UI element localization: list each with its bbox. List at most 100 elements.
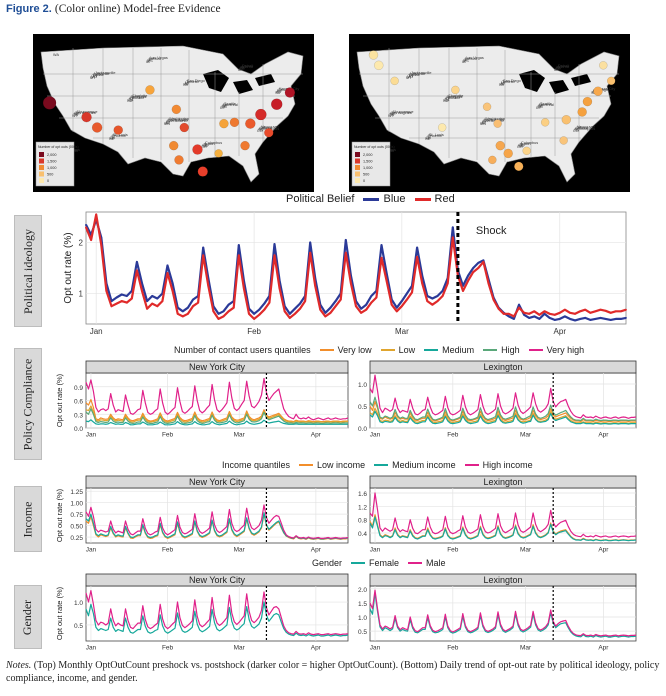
map-place-label: Mexico	[149, 57, 161, 61]
city-opt-out-marker	[540, 118, 550, 127]
x-tick-label: Apr	[554, 327, 567, 336]
map-place-label: UT	[536, 106, 542, 110]
series-point	[288, 316, 291, 319]
legend-item-label: Medium income	[392, 460, 456, 470]
x-tick-label: Jan	[86, 645, 97, 652]
x-tick-label: Feb	[447, 645, 459, 652]
series-point	[451, 226, 454, 229]
series-point	[614, 318, 617, 320]
chart-gender-nyc: New York City 0.5 1.0 Jan Feb Mar Apr Opt out r…	[55, 573, 349, 652]
series-point	[487, 282, 490, 285]
legend-swatch	[483, 349, 498, 351]
map-place-label: MN	[164, 122, 170, 126]
map-place-label: San Diego	[187, 79, 205, 83]
series-point	[528, 316, 531, 319]
series-line	[369, 589, 637, 637]
y-tick-label: 0.5	[358, 629, 367, 636]
panel-strip	[369, 360, 637, 374]
series-line	[85, 408, 348, 425]
legend-item-label: Very high	[546, 345, 585, 355]
map-place-label: TX	[389, 113, 394, 117]
map-legend-swatch	[355, 165, 360, 170]
x-tick-label: Mar	[520, 645, 532, 652]
legend-title: Gender	[312, 558, 343, 568]
section-label-income: Income	[14, 486, 42, 552]
series-point	[125, 301, 128, 304]
series-point	[558, 311, 561, 314]
series-point	[146, 307, 149, 310]
plot-panel	[369, 585, 637, 642]
notes-label: Notes.	[6, 660, 32, 671]
city-opt-out-marker	[503, 148, 513, 159]
city-opt-out-marker	[493, 119, 502, 128]
series-point	[273, 254, 276, 257]
city-opt-out-marker	[91, 122, 103, 133]
series-point	[329, 311, 332, 314]
map-svg: WAMTNDMNORIDSDWYNEIANVUTCOKSMOCAAZNMOKAR…	[35, 45, 304, 187]
map-place-label: Indianapolis	[168, 118, 188, 122]
map-place-label: CO	[257, 129, 263, 133]
series-point	[293, 307, 296, 310]
series-point	[543, 310, 546, 313]
panel-title: New York City	[189, 575, 246, 585]
map-legend-value: 0	[47, 179, 49, 183]
map-place-label: Charlotte	[132, 94, 147, 98]
series-point	[462, 290, 464, 292]
city-opt-out-marker	[174, 155, 184, 165]
series-point	[614, 310, 617, 313]
series-point	[339, 298, 342, 301]
series-point	[584, 316, 587, 319]
panel-strip	[85, 360, 349, 374]
map-place-label: Albuquerque	[392, 110, 414, 114]
series-point	[594, 318, 597, 320]
legend-item-label: Female	[369, 558, 400, 568]
map-place-label: IN	[482, 120, 486, 124]
map-place-label: San Antonio	[483, 119, 503, 123]
map-place-label: OK	[555, 67, 561, 71]
y-tick-label: 1.0	[358, 615, 367, 622]
map-place-label: Austin	[204, 142, 215, 146]
series-point	[202, 254, 205, 257]
map-place-label: MS	[147, 59, 153, 63]
map-place-label: Jacksonville	[411, 71, 431, 75]
series-point	[192, 305, 194, 308]
series-point	[248, 312, 250, 315]
series-point	[120, 293, 123, 296]
x-tick-label: Feb	[162, 432, 174, 439]
series-point	[95, 213, 98, 216]
us-landmass	[356, 45, 620, 183]
series-point	[513, 315, 515, 318]
series-point	[90, 239, 92, 241]
map-place-label: Columbus	[521, 141, 538, 145]
series-point	[467, 279, 469, 282]
city-opt-out-marker	[255, 108, 267, 121]
map-place-label: Las Vegas	[466, 56, 484, 60]
series-point	[334, 300, 337, 302]
map-place-label: WY	[388, 114, 395, 118]
x-tick-label: Mar	[520, 432, 532, 439]
map-place-label: WI	[538, 104, 543, 108]
map-place-label: NV	[183, 83, 189, 87]
map-place-label: GA	[537, 105, 543, 109]
map-place-label: MO	[91, 75, 97, 79]
series-line	[369, 592, 637, 638]
legend-swatch	[414, 197, 431, 201]
series-point	[227, 303, 230, 306]
map-place-label: NE	[425, 137, 431, 141]
x-tick-label: Apr	[598, 432, 609, 439]
series-point	[604, 318, 607, 320]
legend-swatch	[528, 349, 543, 351]
series-point	[222, 310, 225, 313]
series-point	[217, 318, 220, 320]
city-opt-out-marker	[488, 155, 497, 165]
map-place-label: TN	[92, 74, 97, 78]
legend-item-label: Red	[434, 193, 455, 205]
map-place-label: ME	[74, 112, 80, 116]
map-place-label: Phoenix	[428, 134, 442, 138]
legend-compliance: Number of contact users quantiles Very lo…	[174, 345, 584, 355]
city-opt-out-marker	[219, 118, 229, 129]
series-point	[324, 311, 327, 314]
y-tick-label: 0.9	[74, 385, 83, 392]
series-point	[360, 311, 362, 314]
map-place-label: Atlanta	[241, 65, 254, 69]
